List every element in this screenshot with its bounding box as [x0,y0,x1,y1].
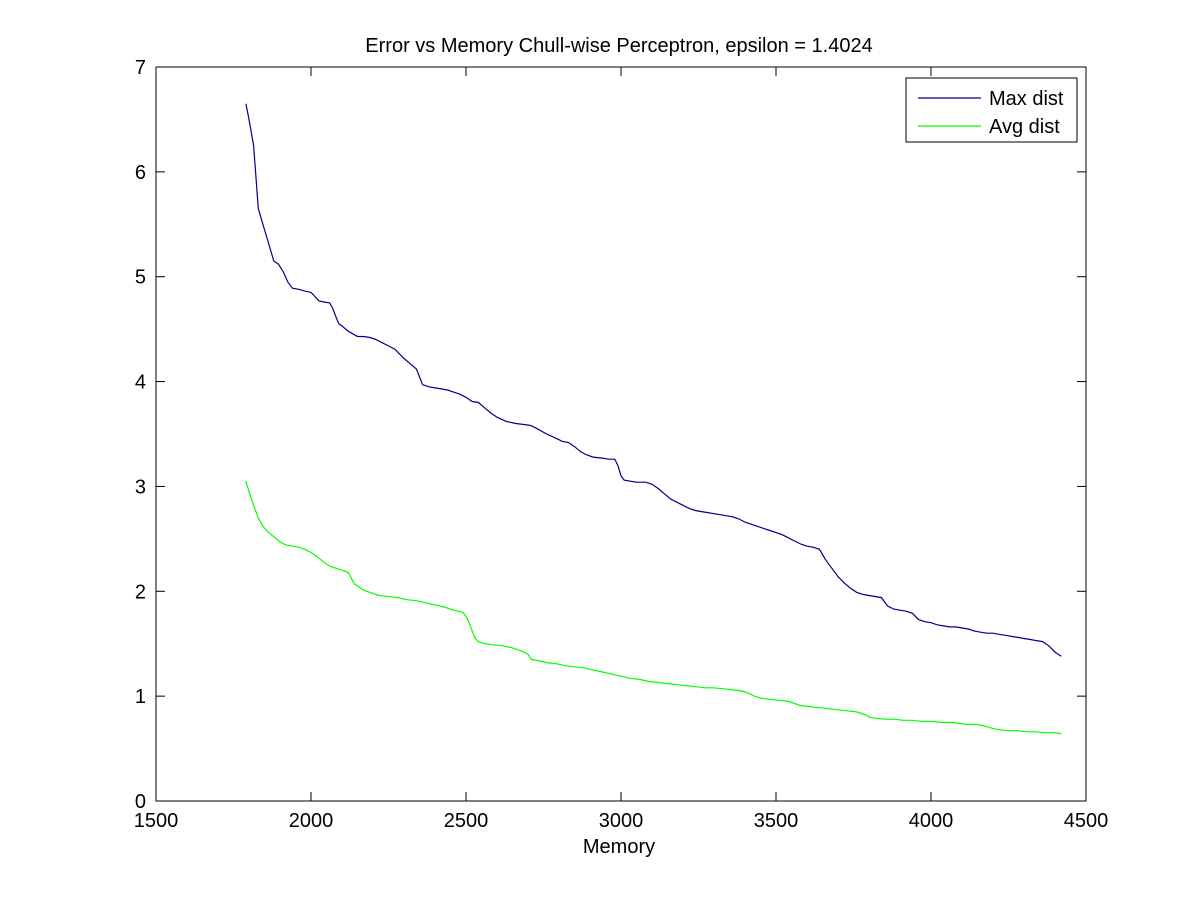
plot-area [155,66,1087,802]
legend: Max dist Avg dist [905,77,1078,143]
y-tick-label: 5 [135,267,146,289]
x-tick-label: 2000 [289,810,334,832]
y-tick-label: 6 [135,162,146,184]
x-tick-label: 1500 [134,810,179,832]
chart-title: Error vs Memory Chull-wise Perceptron, e… [365,35,872,57]
axis-ticks: 1500 2000 2500 3000 3500 4000 4500 0 1 2 3 4 5 6 7 [134,57,1109,832]
x-tick-label: 3000 [599,810,644,832]
series-line-avg-dist [245,481,1062,735]
x-tick-label: 4000 [909,810,954,832]
series-line-max-dist [245,103,1062,657]
x-tick-label: 4500 [1064,810,1109,832]
y-tick-label: 2 [135,581,146,603]
x-tick-label: 2500 [444,810,489,832]
y-tick-label: 3 [135,476,146,498]
y-tick-label: 0 [135,791,146,813]
legend-label-avg-dist: Avg dist [989,116,1060,138]
y-tick-label: 4 [135,372,146,394]
legend-label-max-dist: Max dist [989,88,1064,110]
x-tick-label: 3500 [754,810,799,832]
y-tick-label: 1 [135,686,146,708]
x-axis-label: Memory [583,836,655,858]
series-lines [245,103,1062,735]
axes-box [155,66,1087,802]
y-tick-label: 7 [135,57,146,79]
legend-box [905,77,1078,143]
